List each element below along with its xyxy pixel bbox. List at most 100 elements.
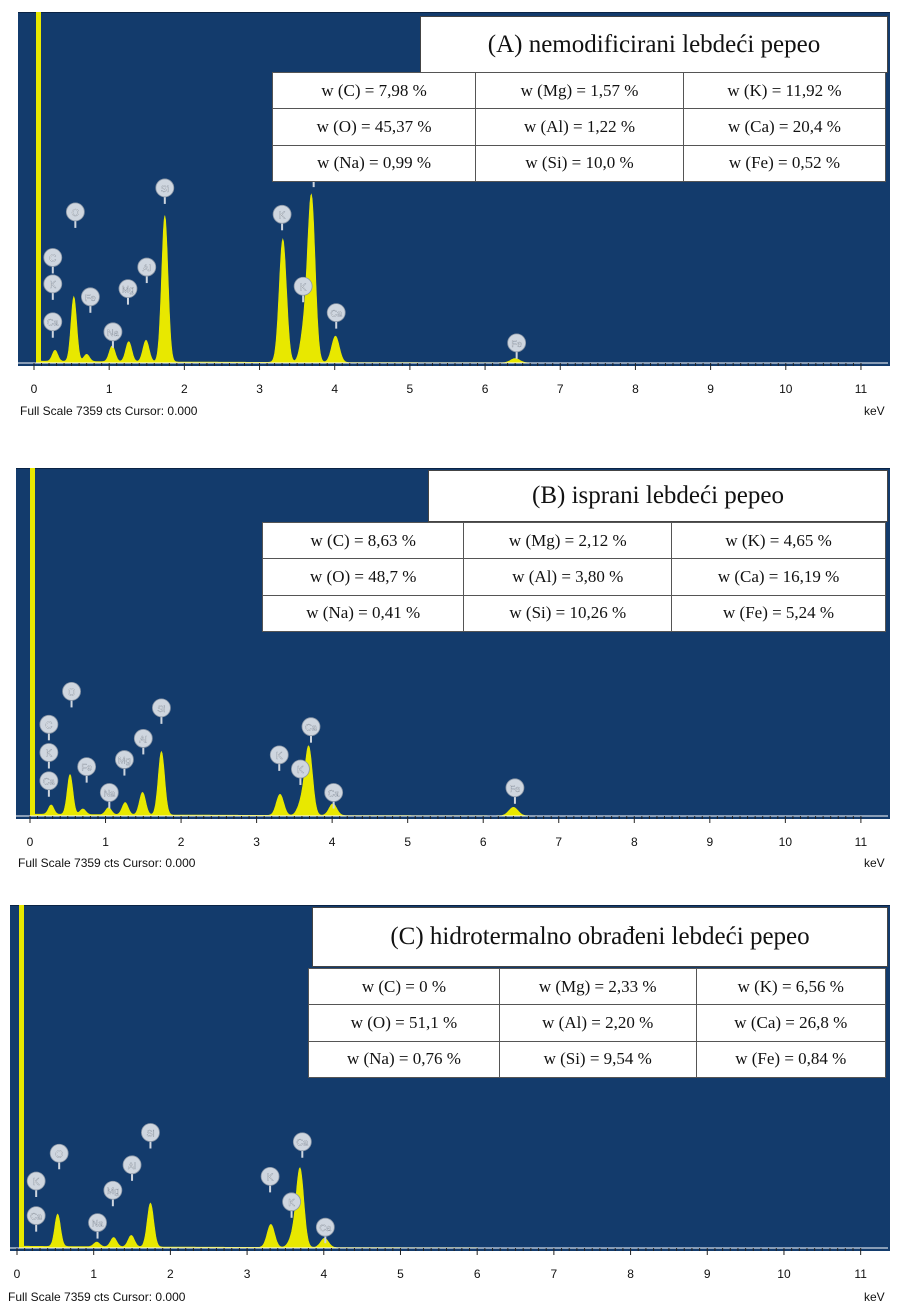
element-badge: Ca [292,1132,312,1158]
footer-text-c: Full Scale 7359 cts Cursor: 0.000 [8,1290,186,1304]
x-tick-label: 6 [482,382,489,396]
composition-table-a: w (C) = 7,98 % w (Mg) = 1,57 % w (K) = 11,… [271,71,887,183]
x-tick-label: 4 [331,382,338,396]
spectrum-chart-b: 0 1 2 3 4 5 6 7 8 9 10 11 C O K Ca Fe Na Mg Al Si K Ca K Ca Fe [26,468,876,849]
element-badge: Si [141,1123,160,1149]
chart-title-c: (C) hidrotermalno obrađeni lebdeći pepeo [312,907,888,967]
element-badge-label: Ca [328,788,340,798]
element-badge-label: Na [104,788,116,798]
element-badge-label: Fe [511,339,522,349]
element-badge: C [43,248,63,274]
x-tick-label: 2 [167,1267,174,1281]
x-tick-label: 3 [256,382,263,396]
x-tick-label: 3 [244,1267,251,1281]
element-badge-label: Ca [305,723,317,733]
element-badge: C [39,714,59,741]
x-tick-label: 1 [90,1267,97,1281]
element-badge-label: Fe [81,763,92,773]
composition-cell: w (Na) = 0,76 % [308,1040,500,1079]
composition-cell: w (Fe) = 0,84 % [695,1040,887,1079]
element-badge-label: K [267,1172,274,1183]
composition-cell: w (K) = 4,65 % [671,521,886,560]
element-badge: Ca [26,1206,46,1232]
composition-cell: w (Fe) = 5,24 % [671,594,886,633]
x-tick-label: 5 [397,1267,404,1281]
element-badge: K [39,743,59,769]
zero-peak [30,468,35,816]
element-badge: K [269,745,289,771]
x-tick-label: 6 [480,835,487,849]
composition-cell: w (O) = 45,37 % [271,108,477,146]
element-badge: K [282,1192,301,1218]
composition-cell: w (O) = 51,1 % [308,1004,500,1042]
spectrum-area [20,1167,876,1249]
element-badge-label: Si [157,704,165,714]
element-badge-label: K [279,210,286,221]
x-tick-label: 7 [551,1267,558,1281]
element-badge-label: Mg [122,285,135,295]
composition-cell: w (Ca) = 20,4 % [682,108,887,146]
element-badge: Si [152,698,171,724]
composition-cell: w (Al) = 1,22 % [475,108,684,146]
x-tick-label: 5 [407,382,414,396]
element-badge: O [62,682,81,708]
element-badge: Si [155,178,175,204]
footer-text-b: Full Scale 7359 cts Cursor: 0.000 [18,856,196,870]
element-badge-label: K [49,280,56,291]
element-badge-label: Al [139,734,147,744]
element-badge-label: K [297,765,304,776]
x-tick-label: 9 [706,835,713,849]
xlabel-c: keV [864,1290,885,1304]
element-badge: Mg [103,1180,123,1207]
element-badge: K [43,274,63,300]
element-badge: Ca [43,312,63,338]
element-badge-label: Fe [85,293,96,303]
element-badge: K [291,759,310,785]
element-badge: K [272,204,292,231]
x-tick-label: 8 [632,382,639,396]
x-tick-label: 3 [253,835,260,849]
element-badge-label: Mg [107,1186,120,1196]
element-badge: Na [99,783,119,809]
x-tick-label: 4 [320,1267,327,1281]
composition-cell: w (C) = 0 % [308,967,500,1006]
element-badge-label: Si [146,1128,154,1138]
element-badge-label: K [288,1198,295,1209]
x-tick-label: 6 [474,1267,481,1281]
zero-peak [19,905,24,1248]
x-tick-label: 0 [14,1267,21,1281]
element-badge-label: Ca [320,1223,332,1233]
chart-title-b: (B) isprani lebdeći pepeo [428,470,888,522]
element-badge: Ca [315,1217,335,1244]
element-badge-label: Al [143,263,151,273]
element-badge-label: Fe [510,784,521,794]
xlabel-a: keV [864,404,885,418]
composition-table-c: w (C) = 0 % w (Mg) = 2,33 % w (K) = 6,56 %… [308,967,887,1079]
element-badge: O [49,1143,69,1170]
element-badge: Na [88,1213,107,1239]
element-badge-label: Mg [118,756,131,766]
element-badge: Mg [118,279,138,305]
element-badge: Ca [301,717,321,743]
element-badge: Al [122,1155,142,1181]
composition-cell: w (Mg) = 1,57 % [475,71,684,110]
element-badge-label: O [55,1149,63,1160]
element-badge-label: C [45,720,52,731]
footer-text-a: Full Scale 7359 cts Cursor: 0.000 [20,404,198,418]
composition-cell: w (Si) = 9,54 % [498,1040,697,1079]
x-tick-label: 11 [854,1267,867,1281]
element-badge: Ca [326,303,346,329]
composition-table-b: w (C) = 8,63 % w (Mg) = 2,12 % w (K) = 4,6… [261,521,886,633]
element-badge: Fe [505,778,525,804]
element-badge-label: K [300,282,307,293]
x-tick-label: 2 [178,835,185,849]
composition-cell: w (Si) = 10,0 % [475,144,684,183]
x-tick-label: 2 [181,382,188,396]
element-badge-label: Ca [30,1212,42,1222]
element-badge: Na [103,322,123,348]
element-badge: Al [133,729,153,755]
composition-cell: w (K) = 11,92 % [682,71,887,110]
composition-cell: w (Na) = 0,41 % [261,594,465,633]
